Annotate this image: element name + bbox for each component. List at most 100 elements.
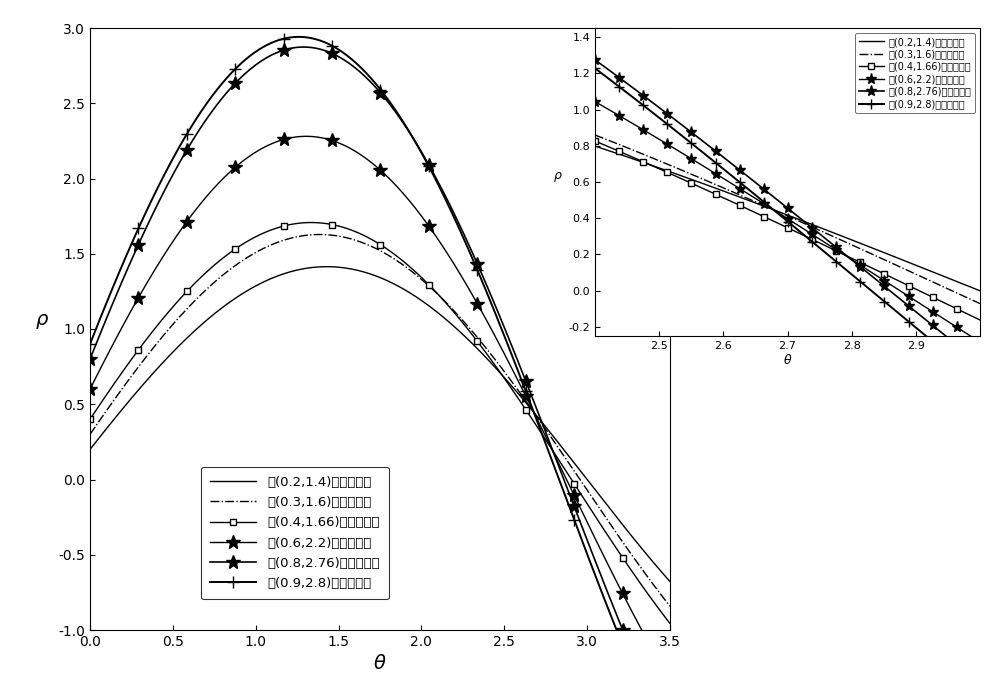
点(0.8,2.76)对应的曲线 bbox=[589, 55, 601, 64]
Y-axis label: ρ: ρ bbox=[35, 310, 48, 329]
点(0.3,1.6)对应的曲线 bbox=[187, 299, 199, 307]
Line: 点(0.6,2.2)对应的曲线: 点(0.6,2.2)对应的曲线 bbox=[589, 96, 986, 348]
点(0.3,1.6)对应的曲线 bbox=[313, 230, 325, 239]
Line: 点(0.9,2.8)对应的曲线: 点(0.9,2.8)对应的曲线 bbox=[590, 64, 985, 386]
点(0.9,2.8)对应的曲线 bbox=[589, 64, 601, 73]
点(0.9,2.8)对应的曲线 bbox=[867, 288, 879, 296]
点(0.2,1.4)对应的曲线 bbox=[714, 186, 726, 194]
点(0.8,2.76)对应的曲线 bbox=[347, 62, 359, 71]
点(0.8,2.76)对应的曲线 bbox=[187, 136, 199, 144]
Line: 点(0.2,1.4)对应的曲线: 点(0.2,1.4)对应的曲线 bbox=[595, 146, 980, 290]
Line: 点(0.8,2.76)对应的曲线: 点(0.8,2.76)对应的曲线 bbox=[83, 40, 677, 700]
点(0.2,1.4)对应的曲线 bbox=[233, 292, 245, 300]
点(0.6,2.2)对应的曲线 bbox=[522, 395, 534, 404]
点(0.2,1.4)对应的曲线 bbox=[472, 345, 484, 354]
点(0.8,2.76)对应的曲线 bbox=[974, 359, 986, 368]
点(0.9,2.8)对应的曲线 bbox=[522, 392, 534, 400]
点(0.6,2.2)对应的曲线 bbox=[664, 676, 676, 685]
Line: 点(0.8,2.76)对应的曲线: 点(0.8,2.76)对应的曲线 bbox=[589, 55, 986, 369]
点(0.2,1.4)对应的曲线 bbox=[187, 328, 199, 337]
点(0.2,1.4)对应的曲线 bbox=[347, 265, 359, 274]
点(0.6,2.2)对应的曲线 bbox=[84, 385, 96, 393]
点(0.4,1.66)对应的曲线 bbox=[741, 204, 753, 213]
点(0.8,2.76)对应的曲线 bbox=[714, 150, 726, 159]
Y-axis label: ρ: ρ bbox=[553, 169, 561, 182]
点(0.2,1.4)对应的曲线 bbox=[84, 445, 96, 454]
Line: 点(0.4,1.66)对应的曲线: 点(0.4,1.66)对应的曲线 bbox=[87, 219, 673, 627]
点(0.9,2.8)对应的曲线 bbox=[741, 184, 753, 192]
X-axis label: θ: θ bbox=[784, 354, 791, 367]
点(0.9,2.8)对应的曲线 bbox=[233, 61, 245, 69]
点(0.4,1.66)对应的曲线 bbox=[589, 136, 601, 145]
点(0.2,1.4)对应的曲线 bbox=[974, 286, 986, 295]
点(0.6,2.2)对应的曲线 bbox=[831, 246, 843, 255]
点(0.3,1.6)对应的曲线 bbox=[635, 149, 647, 158]
点(0.9,2.8)对应的曲线 bbox=[974, 377, 986, 385]
点(0.9,2.8)对应的曲线 bbox=[831, 258, 843, 267]
点(0.3,1.6)对应的曲线 bbox=[589, 131, 601, 139]
点(0.2,1.4)对应的曲线 bbox=[741, 196, 753, 204]
点(0.8,2.76)对应的曲线 bbox=[84, 355, 96, 363]
点(0.6,2.2)对应的曲线 bbox=[472, 301, 484, 309]
点(0.3,1.6)对应的曲线 bbox=[974, 300, 986, 308]
点(0.9,2.8)对应的曲线 bbox=[293, 33, 305, 41]
点(0.4,1.66)对应的曲线 bbox=[522, 408, 534, 416]
点(0.9,2.8)对应的曲线 bbox=[347, 57, 359, 65]
Line: 点(0.2,1.4)对应的曲线: 点(0.2,1.4)对应的曲线 bbox=[90, 267, 670, 582]
点(0.6,2.2)对应的曲线 bbox=[635, 125, 647, 133]
点(0.4,1.66)对应的曲线 bbox=[869, 265, 881, 274]
点(0.4,1.66)对应的曲线 bbox=[305, 218, 317, 227]
点(0.4,1.66)对应的曲线 bbox=[867, 264, 879, 272]
点(0.8,2.76)对应的曲线 bbox=[867, 273, 879, 281]
X-axis label: θ: θ bbox=[374, 654, 386, 673]
Line: 点(0.3,1.6)对应的曲线: 点(0.3,1.6)对应的曲线 bbox=[595, 135, 980, 304]
点(0.9,2.8)对应的曲线 bbox=[635, 99, 647, 108]
点(0.6,2.2)对应的曲线 bbox=[867, 269, 879, 277]
点(0.6,2.2)对应的曲线 bbox=[347, 146, 359, 154]
Line: 点(0.9,2.8)对应的曲线: 点(0.9,2.8)对应的曲线 bbox=[84, 31, 676, 700]
点(0.4,1.66)对应的曲线 bbox=[233, 242, 245, 251]
点(0.8,2.76)对应的曲线 bbox=[298, 43, 310, 51]
点(0.4,1.66)对应的曲线 bbox=[472, 338, 484, 346]
点(0.6,2.2)对应的曲线 bbox=[869, 270, 881, 279]
点(0.2,1.4)对应的曲线 bbox=[427, 304, 439, 313]
点(0.2,1.4)对应的曲线 bbox=[589, 142, 601, 150]
点(0.3,1.6)对应的曲线 bbox=[427, 286, 439, 294]
点(0.8,2.76)对应的曲线 bbox=[635, 90, 647, 98]
点(0.9,2.8)对应的曲线 bbox=[187, 120, 199, 129]
点(0.3,1.6)对应的曲线 bbox=[84, 430, 96, 438]
点(0.8,2.76)对应的曲线 bbox=[233, 75, 245, 83]
点(0.2,1.4)对应的曲线 bbox=[635, 158, 647, 166]
点(0.8,2.76)对应的曲线 bbox=[472, 262, 484, 270]
点(0.6,2.2)对应的曲线 bbox=[233, 160, 245, 168]
点(0.8,2.76)对应的曲线 bbox=[427, 168, 439, 176]
点(0.3,1.6)对应的曲线 bbox=[867, 251, 879, 259]
点(0.9,2.8)对应的曲线 bbox=[714, 162, 726, 171]
点(0.4,1.66)对应的曲线 bbox=[347, 227, 359, 235]
点(0.6,2.2)对应的曲线 bbox=[589, 97, 601, 106]
点(0.9,2.8)对应的曲线 bbox=[427, 169, 439, 178]
Legend: 点(0.2,1.4)对应的曲线, 点(0.3,1.6)对应的曲线, 点(0.4,1.66)对应的曲线, 点(0.6,2.2)对应的曲线, 点(0.8,2.76): 点(0.2,1.4)对应的曲线, 点(0.3,1.6)对应的曲线, 点(0.4,… bbox=[855, 33, 975, 113]
点(0.9,2.8)对应的曲线 bbox=[472, 268, 484, 277]
点(0.2,1.4)对应的曲线 bbox=[321, 262, 333, 271]
点(0.4,1.66)对应的曲线 bbox=[664, 620, 676, 628]
点(0.3,1.6)对应的曲线 bbox=[831, 234, 843, 242]
点(0.6,2.2)对应的曲线 bbox=[187, 209, 199, 218]
点(0.2,1.4)对应的曲线 bbox=[831, 230, 843, 239]
点(0.3,1.6)对应的曲线 bbox=[347, 235, 359, 244]
点(0.3,1.6)对应的曲线 bbox=[664, 602, 676, 610]
点(0.9,2.8)对应的曲线 bbox=[84, 340, 96, 348]
点(0.8,2.76)对应的曲线 bbox=[522, 382, 534, 390]
点(0.3,1.6)对应的曲线 bbox=[472, 335, 484, 343]
点(0.2,1.4)对应的曲线 bbox=[522, 400, 534, 409]
Line: 点(0.3,1.6)对应的曲线: 点(0.3,1.6)对应的曲线 bbox=[90, 234, 670, 606]
点(0.3,1.6)对应的曲线 bbox=[741, 194, 753, 202]
点(0.3,1.6)对应的曲线 bbox=[869, 251, 881, 260]
点(0.6,2.2)对应的曲线 bbox=[300, 132, 312, 141]
点(0.3,1.6)对应的曲线 bbox=[233, 258, 245, 267]
点(0.6,2.2)对应的曲线 bbox=[427, 228, 439, 236]
点(0.4,1.66)对应的曲线 bbox=[635, 157, 647, 165]
点(0.6,2.2)对应的曲线 bbox=[741, 189, 753, 197]
点(0.4,1.66)对应的曲线 bbox=[831, 247, 843, 256]
点(0.2,1.4)对应的曲线 bbox=[869, 245, 881, 253]
